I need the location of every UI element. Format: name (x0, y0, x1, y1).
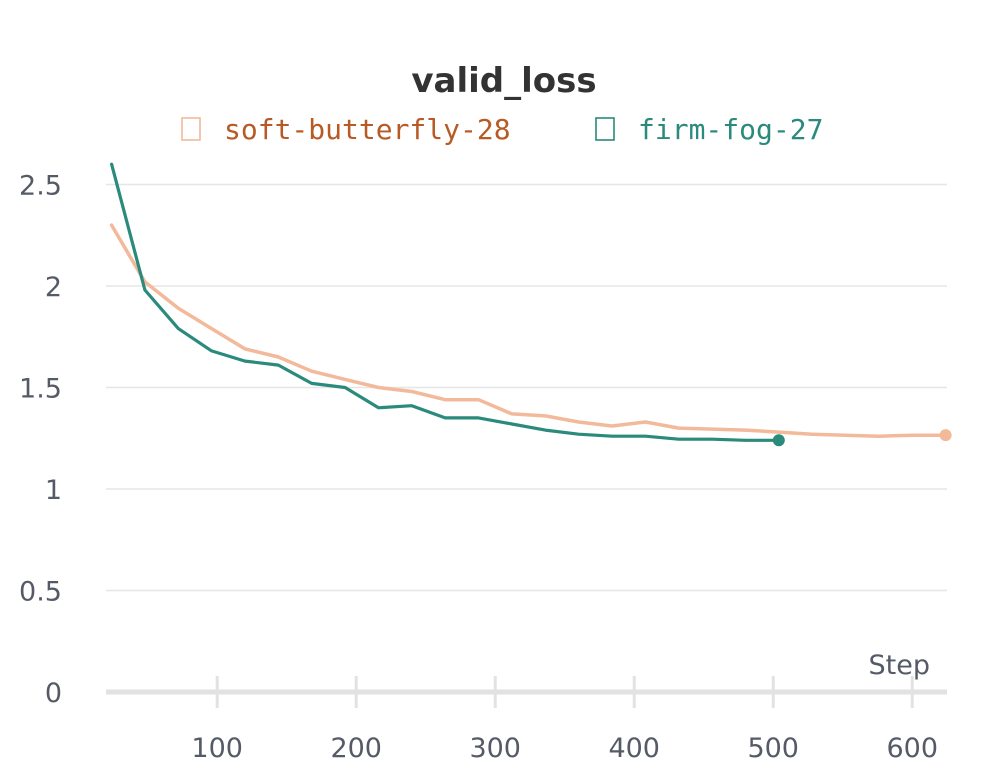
series-layer (109, 162, 952, 447)
y-tick-label: 0 (45, 678, 62, 709)
x-tick-label: 500 (747, 733, 799, 764)
legend-label: soft-butterfly-28 (224, 113, 511, 146)
legend-swatch-icon (181, 117, 201, 141)
x-tick-label: 200 (330, 733, 382, 764)
y-tick-label: 1.5 (19, 373, 62, 404)
y-tick-label: 0.5 (19, 576, 62, 607)
x-tick-label: 300 (469, 733, 521, 764)
series-end-point[interactable] (939, 429, 952, 442)
x-axis-title: Step (869, 650, 930, 681)
y-tick-label: 1 (45, 475, 62, 506)
y-axis-tick-labels: 0 0.5 1 1.5 2 2.5 (19, 170, 62, 709)
y-tick-label: 2 (45, 272, 62, 303)
x-tick-label: 100 (191, 733, 243, 764)
series-end-point[interactable] (772, 434, 785, 447)
x-tick-label: 600 (886, 733, 938, 764)
series-line-firm-fog-27[interactable] (109, 162, 781, 442)
y-tick-label: 2.5 (19, 170, 62, 201)
x-tick-label: 400 (608, 733, 660, 764)
x-axis: 100 200 300 400 500 600 (106, 676, 947, 764)
legend-swatch-icon (595, 117, 615, 141)
legend: soft-butterfly-28 firm-fog-27 (181, 113, 823, 146)
series-line-soft-butterfly-28[interactable] (109, 223, 948, 438)
legend-label: firm-fog-27 (638, 113, 823, 146)
legend-item-soft-butterfly-28[interactable]: soft-butterfly-28 (181, 113, 511, 146)
gridlines (106, 183, 947, 592)
legend-item-firm-fog-27[interactable]: firm-fog-27 (595, 113, 823, 146)
chart-title: valid_loss (411, 61, 596, 101)
